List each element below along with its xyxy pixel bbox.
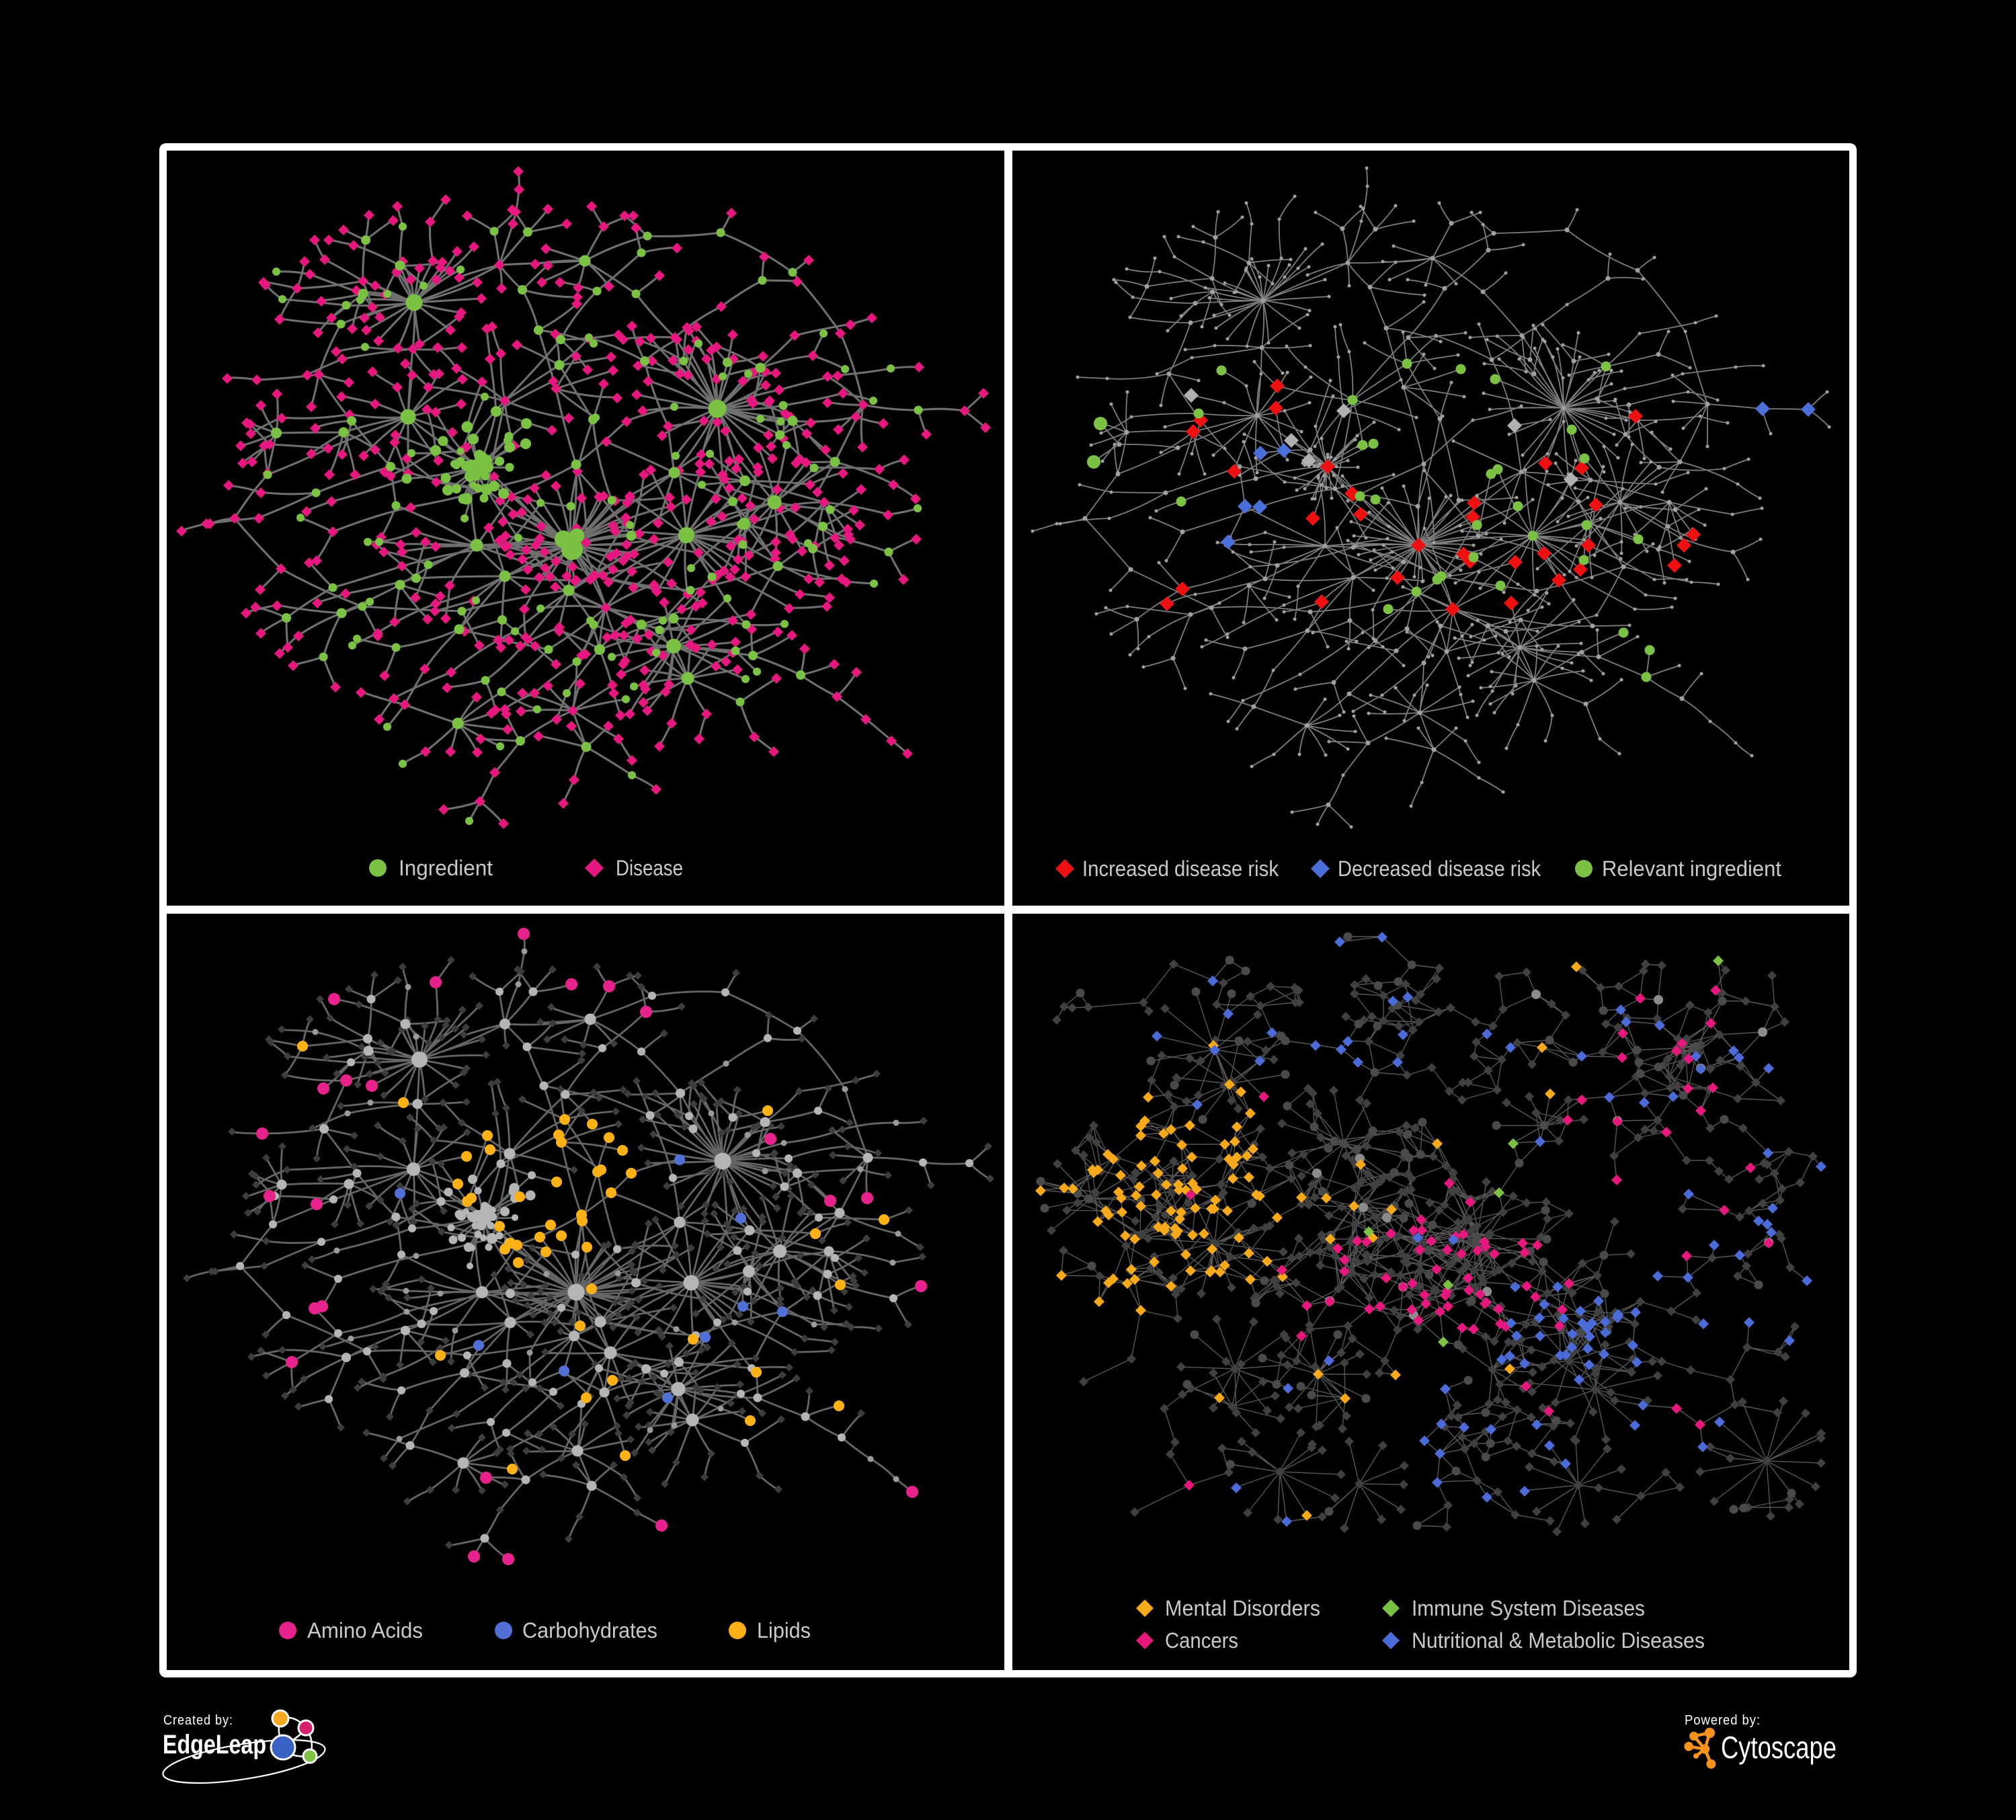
svg-text:Powered by:: Powered by: [1685, 1713, 1761, 1728]
svg-text:Relevant ingredient: Relevant ingredient [1602, 857, 1781, 881]
svg-text:Disease: Disease [616, 856, 683, 880]
svg-text:Created by:: Created by: [163, 1713, 233, 1728]
svg-text:Mental Disorders: Mental Disorders [1165, 1596, 1320, 1620]
svg-text:Amino Acids: Amino Acids [307, 1618, 423, 1643]
svg-text:Nutritional & Metabolic Diseas: Nutritional & Metabolic Diseases [1412, 1628, 1705, 1653]
svg-text:Increased disease risk: Increased disease risk [1082, 857, 1279, 881]
svg-text:Lipids: Lipids [757, 1618, 811, 1643]
svg-text:Cytoscape: Cytoscape [1721, 1730, 1837, 1765]
svg-text:EdgeLeap: EdgeLeap [163, 1730, 266, 1759]
svg-text:Decreased disease risk: Decreased disease risk [1338, 857, 1541, 881]
svg-text:Carbohydrates: Carbohydrates [522, 1618, 657, 1643]
svg-text:Ingredient: Ingredient [399, 856, 493, 880]
svg-text:Immune System Diseases: Immune System Diseases [1412, 1596, 1645, 1620]
svg-text:Cancers: Cancers [1165, 1628, 1238, 1653]
